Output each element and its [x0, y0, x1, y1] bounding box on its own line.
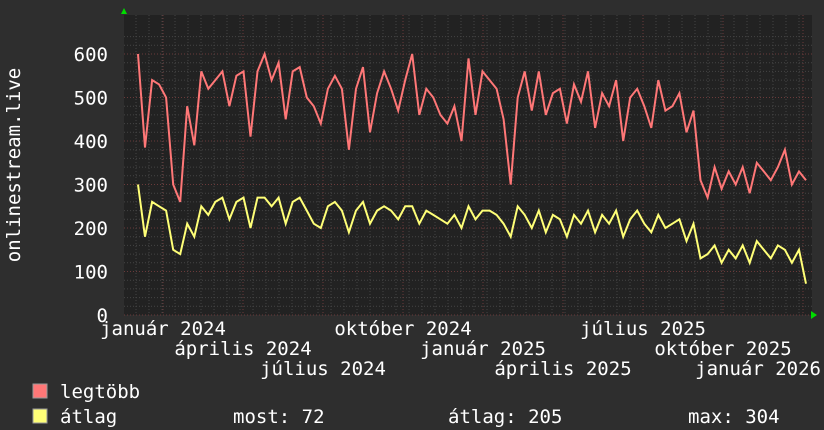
- x-tick-label: április 2024: [174, 338, 311, 360]
- grid: [124, 15, 812, 316]
- y-axis: 0 100 200 300 400 500 600: [74, 44, 108, 327]
- stat-max: max: 304: [688, 406, 780, 428]
- legend-swatch-atlag: [32, 408, 48, 424]
- x-tick-label: október 2024: [334, 318, 471, 340]
- y-tick-label: 500: [74, 88, 108, 110]
- x-tick-label: január 2024: [100, 318, 226, 340]
- x-axis-arrow-icon: [811, 311, 817, 319]
- series-line-legtobb: [137, 50, 807, 203]
- series-line-atlag: [137, 184, 807, 284]
- y-tick-label: 400: [74, 131, 108, 153]
- series-lines: [137, 50, 807, 284]
- y-tick-label: 100: [74, 262, 108, 284]
- x-tick-label: január 2025: [420, 338, 546, 360]
- legend-label-atlag: átlag: [60, 406, 117, 428]
- y-axis-arrow-icon: [121, 8, 127, 14]
- x-tick-label: október 2025: [654, 338, 791, 360]
- y-tick-label: 200: [74, 218, 108, 240]
- legend-swatch-legtobb: [32, 383, 48, 399]
- legend-label-legtobb: legtöbb: [60, 381, 140, 403]
- x-tick-label: július 2025: [580, 318, 706, 340]
- stat-atlag: átlag: 205: [448, 406, 562, 428]
- y-axis-label: onlinestream.live: [3, 68, 25, 262]
- y-tick-label: 0: [97, 305, 108, 327]
- x-tick-label: július 2024: [260, 358, 386, 380]
- y-tick-label: 300: [74, 175, 108, 197]
- y-tick-label: 600: [74, 44, 108, 66]
- stat-most: most: 72: [233, 406, 325, 428]
- x-tick-label: január 2026: [695, 358, 821, 380]
- x-tick-label: április 2025: [494, 358, 631, 380]
